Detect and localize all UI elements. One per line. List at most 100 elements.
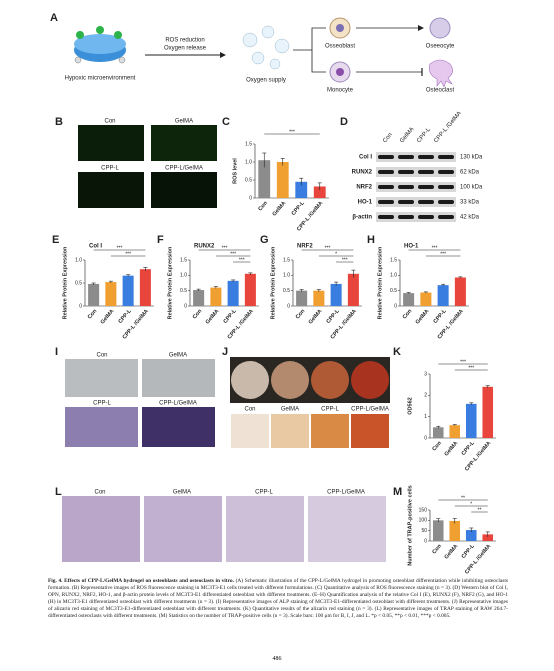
- bar: [432, 427, 444, 438]
- blot-strip: [376, 167, 456, 177]
- band: [378, 170, 394, 174]
- bar: [244, 273, 256, 306]
- bar: [432, 520, 444, 541]
- alp-image: [65, 359, 138, 397]
- image-label: Con: [104, 119, 115, 125]
- y-tick-label: 1.0: [180, 273, 187, 279]
- significance-label: *: [335, 251, 337, 257]
- alizarin-image: [271, 414, 309, 448]
- lane-label: CPP-L /GelMA: [433, 110, 463, 144]
- bar: [105, 282, 117, 306]
- oxygen-cluster: [242, 25, 290, 70]
- bar: [122, 275, 134, 306]
- fluorescence-image: [151, 172, 217, 208]
- y-axis-label: Number of TRAP-positive cells: [407, 485, 413, 565]
- size-label: 130 kDa: [460, 155, 483, 161]
- panel-label: J: [222, 346, 228, 358]
- alp-image: [142, 359, 215, 397]
- x-tick-label: Con: [295, 308, 307, 321]
- figure: A B C D E F G H I J K L M Hypoxic microe…: [50, 12, 496, 575]
- bubble: [242, 32, 258, 48]
- x-tick-label: Con: [402, 308, 414, 321]
- bar: [449, 520, 461, 541]
- chart-title: HO-1: [404, 244, 419, 250]
- y-tick-label: 1.5: [245, 141, 252, 147]
- y-tick-label: 0.5: [75, 280, 82, 286]
- trap-image: [144, 496, 222, 562]
- band: [438, 200, 454, 204]
- panel-label: L: [55, 486, 62, 498]
- page-number: 486: [272, 656, 282, 662]
- y-tick-label: 0.5: [283, 288, 290, 294]
- lane-label: GelMA: [399, 126, 415, 144]
- band: [378, 215, 394, 219]
- alizarin-image: [311, 414, 349, 448]
- bar: [139, 269, 151, 306]
- x-tick-label: GelMA: [100, 308, 116, 325]
- alp-image: [142, 407, 215, 447]
- image-label: Con: [244, 407, 255, 413]
- x-tick-label: CPP-L: [461, 543, 477, 560]
- significance-label: ***: [342, 257, 348, 263]
- alp-image: [65, 407, 138, 447]
- bar: [227, 280, 239, 306]
- y-tick-label: 0.5: [390, 288, 397, 294]
- y-tick-label: 1.5: [390, 257, 397, 263]
- y-tick-label: 100: [419, 518, 428, 524]
- x-tick-label: GelMA: [444, 543, 460, 560]
- hydrogel-top: [74, 34, 126, 54]
- image-label: CPP-L: [93, 401, 111, 407]
- y-tick-label: 0: [394, 303, 397, 309]
- band: [418, 215, 434, 219]
- x-tick-label: CPP-L: [461, 440, 477, 457]
- band: [418, 185, 434, 189]
- y-tick-label: 0: [79, 303, 82, 309]
- bar: [276, 162, 289, 198]
- trap-image: [62, 496, 140, 562]
- y-tick-label: 0: [424, 435, 427, 441]
- bar: [258, 160, 271, 198]
- bar: [193, 290, 205, 306]
- dish: [271, 361, 309, 399]
- significance-label: **: [478, 507, 482, 513]
- nucleus: [336, 68, 344, 76]
- y-tick-label: 150: [419, 507, 428, 513]
- blot-strip: [376, 212, 456, 222]
- osteoclast-icon: [429, 59, 453, 88]
- image-label: CPP-L: [101, 166, 119, 172]
- blot-strip: [376, 197, 456, 207]
- panel-label: A: [50, 12, 58, 24]
- label: Oseeocyte: [426, 44, 455, 50]
- bar: [454, 277, 466, 306]
- y-tick-label: 0: [249, 195, 252, 201]
- x-tick-label: Con: [192, 308, 204, 321]
- trap-image: [226, 496, 304, 562]
- significance-label: ***: [325, 245, 331, 251]
- y-tick-label: 50: [421, 528, 427, 534]
- bubble: [261, 25, 275, 39]
- dish: [231, 361, 269, 399]
- band: [418, 155, 434, 159]
- panel-label: D: [340, 116, 348, 128]
- band: [398, 200, 414, 204]
- bubble: [274, 38, 290, 54]
- band: [438, 185, 454, 189]
- molecule: [114, 31, 122, 39]
- bar: [465, 403, 477, 438]
- band: [378, 155, 394, 159]
- band: [398, 155, 414, 159]
- panel-label: B: [55, 116, 63, 128]
- panel-label: E: [52, 234, 59, 246]
- y-axis-label: Relative Protein Expression: [167, 246, 173, 319]
- significance-label: ***: [440, 251, 446, 257]
- bar: [295, 181, 308, 198]
- image-label: GelMA: [175, 119, 193, 125]
- significance-label: ***: [230, 251, 236, 257]
- fluorescence-image: [78, 125, 144, 161]
- significance-label: ***: [432, 245, 438, 251]
- significance-label: **: [461, 495, 465, 501]
- significance-label: ***: [460, 359, 466, 365]
- osteocyte-icon: [429, 17, 451, 39]
- size-label: 33 kDa: [460, 200, 480, 206]
- lane-label: CPP-L: [416, 126, 432, 144]
